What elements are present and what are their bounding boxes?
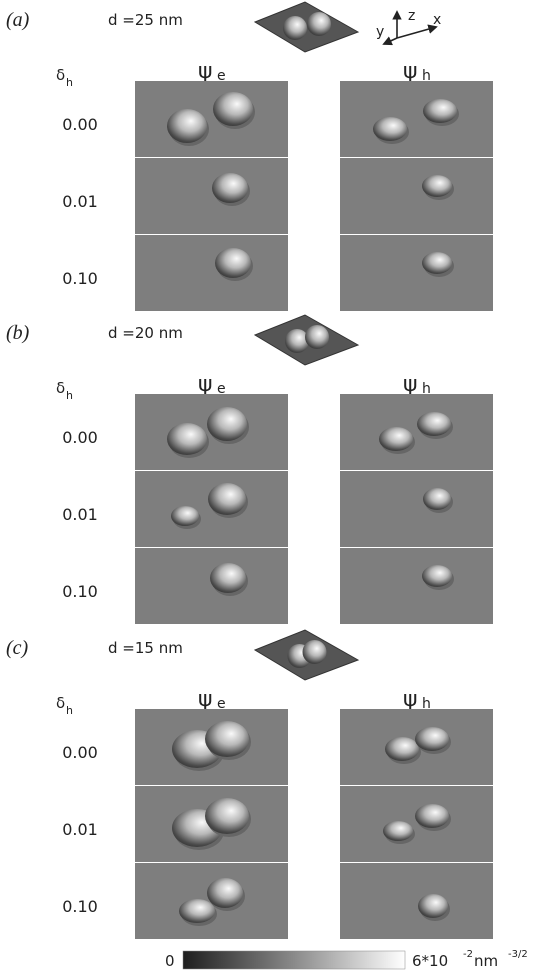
separation-label: d =25 nm (108, 11, 183, 29)
psi-symbol: ψ (198, 59, 213, 84)
row-label: 0.01 (62, 820, 98, 839)
axis-z: z (408, 8, 415, 24)
delta-symbol: δ (56, 694, 65, 712)
row-label: 0.00 (62, 428, 98, 447)
colorbar-max-exp: -2 (463, 949, 473, 960)
blob (167, 423, 207, 455)
dot (305, 325, 329, 349)
psi-subscript: e (217, 68, 226, 84)
blob (213, 92, 253, 126)
psi-symbol: ψ (403, 59, 418, 84)
blob (385, 737, 419, 761)
psi-symbol: ψ (198, 372, 213, 397)
density-image (340, 786, 493, 862)
dot (302, 640, 327, 664)
blob (423, 488, 451, 510)
axis-y: y (376, 24, 384, 40)
axis-x: x (433, 12, 441, 28)
density-image (135, 81, 288, 157)
row-label: 0.10 (62, 582, 98, 601)
row-label: 0.01 (62, 192, 98, 211)
psi-symbol: ψ (403, 687, 418, 712)
blob (205, 798, 249, 834)
panel-label: (b) (6, 322, 30, 344)
psi-symbol: ψ (403, 372, 418, 397)
blob (383, 821, 413, 841)
blob (215, 248, 251, 278)
blob (422, 252, 452, 274)
density-image (340, 235, 493, 311)
colorbar-max: 6*10 (412, 952, 448, 970)
blob (422, 565, 452, 587)
blob (210, 563, 246, 593)
colorbar-unit-exp: -3/2 (508, 949, 528, 960)
dot (307, 12, 331, 36)
density-image (340, 548, 493, 624)
blob (171, 506, 199, 526)
colorbar-unit: nm (474, 952, 498, 970)
psi-subscript: e (217, 381, 226, 397)
blob (417, 412, 451, 436)
blob (423, 99, 457, 123)
delta-symbol: δ (56, 379, 65, 397)
psi-subscript: h (422, 68, 431, 84)
density-image (340, 394, 493, 470)
row-label: 0.10 (62, 897, 98, 916)
row-label: 0.00 (62, 743, 98, 762)
blob (422, 175, 452, 197)
row-label: 0.01 (62, 505, 98, 524)
blob (373, 117, 407, 141)
row-label: 0.00 (62, 115, 98, 134)
delta-subscript: h (66, 389, 73, 402)
blob (415, 804, 449, 828)
row-label: 0.10 (62, 269, 98, 288)
blob (207, 407, 247, 441)
density-image (340, 863, 493, 939)
psi-subscript: e (217, 696, 226, 712)
panel-label: (a) (6, 9, 30, 31)
delta-subscript: h (66, 704, 73, 717)
density-image (135, 235, 288, 311)
delta-subscript: h (66, 76, 73, 89)
blob (379, 427, 413, 451)
delta-symbol: δ (56, 66, 65, 84)
separation-label: d =15 nm (108, 639, 183, 657)
density-image (135, 158, 288, 234)
psi-symbol: ψ (198, 687, 213, 712)
separation-label: d =20 nm (108, 324, 183, 342)
psi-subscript: h (422, 696, 431, 712)
density-image (340, 471, 493, 547)
dot (285, 329, 309, 353)
psi-subscript: h (422, 381, 431, 397)
blob (179, 899, 215, 923)
panel-label: (c) (6, 637, 29, 659)
blob (418, 894, 448, 918)
blob (207, 878, 243, 908)
density-image (135, 548, 288, 624)
density-image (135, 471, 288, 547)
density-image (340, 158, 493, 234)
blob (208, 483, 246, 515)
blob (167, 109, 207, 143)
blob (205, 721, 249, 757)
blob (415, 727, 449, 751)
density-image (340, 81, 493, 157)
colorbar-min: 0 (165, 952, 175, 970)
colorbar (182, 950, 406, 970)
axes-icon (382, 10, 438, 46)
dot (283, 16, 307, 40)
blob (212, 173, 248, 203)
